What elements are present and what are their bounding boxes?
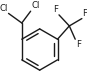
Text: F: F xyxy=(76,40,81,49)
Text: F: F xyxy=(83,9,87,18)
Text: Cl: Cl xyxy=(0,4,8,13)
Text: F: F xyxy=(53,5,58,14)
Text: Cl: Cl xyxy=(31,2,40,10)
